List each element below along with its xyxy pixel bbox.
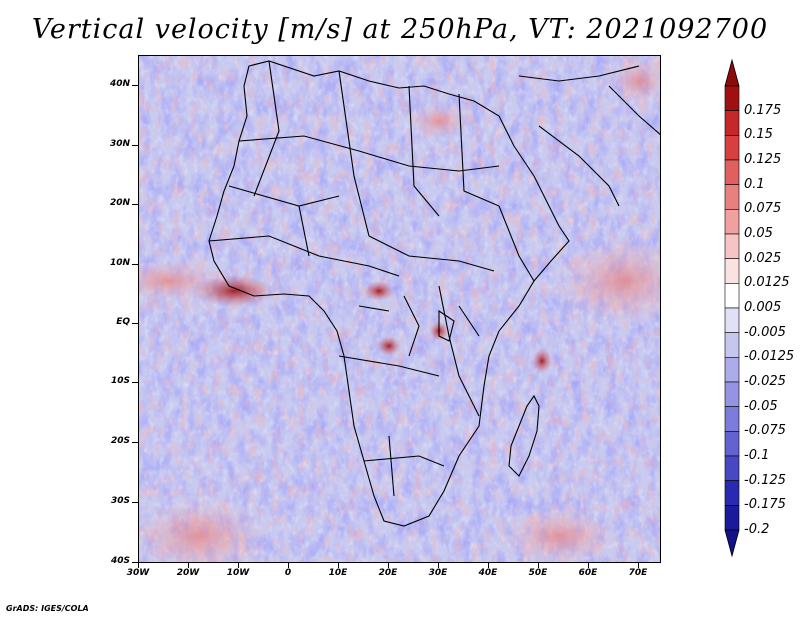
colorbar-swatch	[724, 110, 740, 136]
y-tick	[132, 323, 138, 324]
colorbar-level-label: 0.175	[744, 102, 782, 118]
colorbar-swatch	[724, 85, 740, 111]
y-tick	[132, 204, 138, 205]
y-label-20n: 20N	[109, 198, 130, 208]
colorbar-swatch	[724, 381, 740, 407]
y-tick	[132, 145, 138, 146]
colorbar-level-label: 0.15	[744, 127, 773, 143]
colorbar-level-label: 0.025	[744, 250, 782, 266]
y-label-10s: 10S	[110, 376, 130, 386]
colorbar-swatch	[724, 357, 740, 383]
y-tick	[132, 382, 138, 383]
colorbar-swatch	[724, 406, 740, 432]
y-label-30n: 30N	[109, 139, 130, 149]
colorbar-top-arrow	[724, 58, 740, 87]
colorbar-bottom-arrow	[724, 529, 740, 558]
colorbar-level-label: 0.125	[744, 152, 782, 167]
colorbar-swatch	[724, 332, 740, 358]
y-tick	[132, 502, 138, 503]
grads-credit: GrADS: IGES/COLA	[6, 604, 89, 613]
colorbar-level-label: 0.05	[744, 226, 773, 241]
y-tick	[132, 562, 138, 563]
y-tick	[132, 264, 138, 265]
colorbar-swatch	[724, 258, 740, 284]
colorbar	[724, 58, 740, 558]
x-tick	[438, 563, 439, 568]
colorbar-swatch	[724, 283, 740, 309]
x-label-20w: 20W	[176, 568, 200, 578]
y-label-10n: 10N	[109, 258, 130, 268]
x-label-30e: 30E	[428, 568, 448, 578]
y-label-eq: EQ	[116, 317, 130, 327]
x-label-0: 0	[284, 568, 292, 578]
x-tick	[388, 563, 389, 568]
x-tick	[138, 563, 139, 568]
colorbar-level-label: -0.025	[744, 374, 786, 389]
colorbar-level-label: 0.005	[744, 300, 782, 315]
x-tick	[538, 563, 539, 568]
colorbar-swatch	[724, 209, 740, 235]
colorbar-swatch	[724, 159, 740, 185]
x-label-10w: 10W	[226, 568, 250, 578]
y-label-40s: 40S	[110, 556, 130, 566]
x-label-50e: 50E	[528, 568, 548, 578]
colorbar-level-label: -0.125	[744, 472, 786, 488]
colorbar-level-label: -0.175	[744, 497, 786, 513]
y-tick	[132, 85, 138, 86]
colorbar-level-label: -0.2	[744, 522, 770, 537]
colorbar-level-label: -0.005	[744, 324, 786, 340]
colorbar-level-label: 0.075	[744, 201, 782, 217]
colorbar-swatch	[724, 184, 740, 210]
colorbar-level-label: -0.075	[744, 423, 786, 439]
y-label-20s: 20S	[110, 436, 130, 446]
colorbar-swatch	[724, 431, 740, 457]
x-label-10e: 10E	[328, 568, 348, 578]
colorbar-level-label: -0.0125	[744, 349, 795, 365]
colorbar-swatch	[724, 480, 740, 506]
x-tick	[238, 563, 239, 568]
colorbar-swatch	[724, 135, 740, 161]
map-title: Vertical velocity [m/s] at 250hPa, VT: 2…	[31, 14, 769, 45]
y-label-40n: 40N	[109, 79, 130, 89]
y-label-30s: 30S	[110, 496, 130, 506]
x-label-40e: 40E	[478, 568, 498, 578]
colorbar-level-label: 0.0125	[744, 275, 790, 291]
colorbar-swatch	[724, 505, 740, 531]
y-tick	[132, 442, 138, 443]
x-tick	[188, 563, 189, 568]
colorbar-level-label: 0.1	[744, 176, 765, 192]
vertical-velocity-field	[139, 56, 660, 562]
colorbar-swatch	[724, 307, 740, 333]
x-label-60e: 60E	[578, 568, 598, 578]
x-tick	[588, 563, 589, 568]
colorbar-swatch	[724, 233, 740, 259]
x-tick	[638, 563, 639, 568]
x-tick	[338, 563, 339, 568]
colorbar-level-label: -0.1	[744, 448, 770, 463]
x-label-70e: 70E	[628, 568, 648, 578]
colorbar-swatch	[724, 455, 740, 481]
colorbar-level-label: -0.05	[744, 398, 778, 414]
x-label-20e: 20E	[378, 568, 398, 578]
x-label-30w: 30W	[126, 568, 150, 578]
map-panel	[138, 55, 661, 563]
x-tick	[488, 563, 489, 568]
x-tick	[288, 563, 289, 568]
